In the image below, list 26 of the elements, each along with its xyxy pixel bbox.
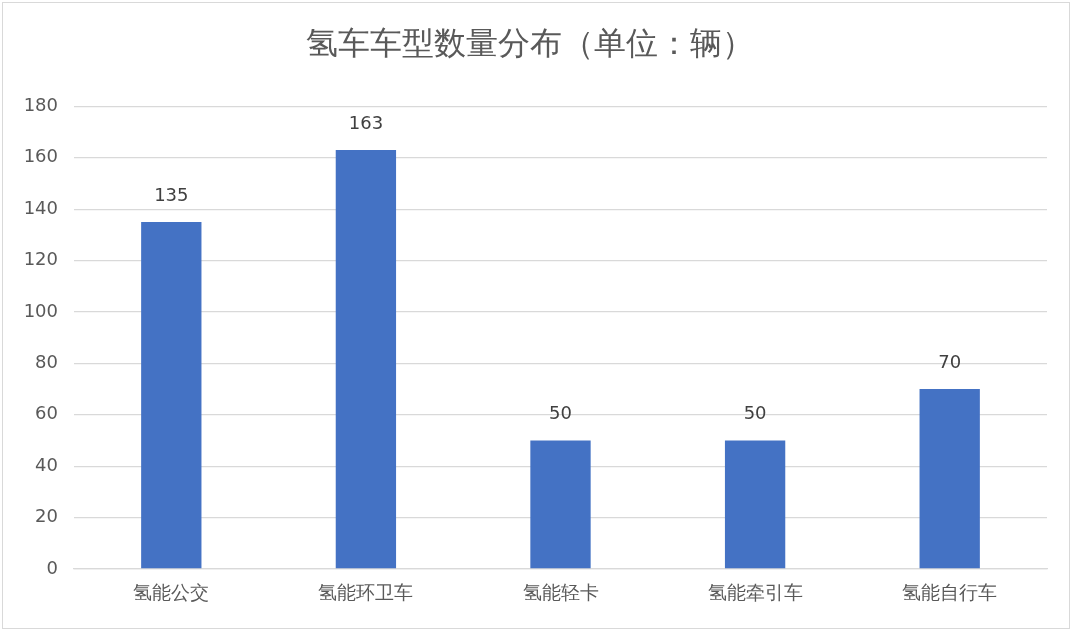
data-label: 163 xyxy=(348,111,384,133)
y-tick-label: 40 xyxy=(35,453,58,475)
bar xyxy=(919,389,980,569)
data-label: 50 xyxy=(549,402,572,424)
bar xyxy=(335,150,397,569)
data-label: 70 xyxy=(938,350,962,372)
y-tick-label: 100 xyxy=(23,299,58,321)
data-label: 135 xyxy=(154,183,189,205)
y-tick-label: 140 xyxy=(23,196,58,218)
y-tick-label: 0 xyxy=(46,556,58,578)
x-tick-label: 氢能牵引车 xyxy=(707,581,803,604)
data-label: 50 xyxy=(743,402,767,424)
chart-title: 氢车车型数量分布（单位：辆） xyxy=(305,23,754,62)
bar xyxy=(141,222,202,569)
x-tick-label: 氢能自行车 xyxy=(902,581,998,604)
y-tick-label: 80 xyxy=(35,351,58,373)
y-tick-label: 20 xyxy=(35,505,58,527)
x-tick-label: 氢能公交 xyxy=(133,581,210,604)
bar xyxy=(724,440,786,569)
bar xyxy=(530,440,591,569)
y-tick-label: 180 xyxy=(23,94,58,116)
y-tick-label: 60 xyxy=(35,402,58,424)
y-tick-label: 160 xyxy=(23,145,58,167)
x-tick-label: 氢能轻卡 xyxy=(522,581,599,604)
y-tick-label: 120 xyxy=(23,248,58,270)
x-tick-label: 氢能环卫车 xyxy=(318,581,414,604)
